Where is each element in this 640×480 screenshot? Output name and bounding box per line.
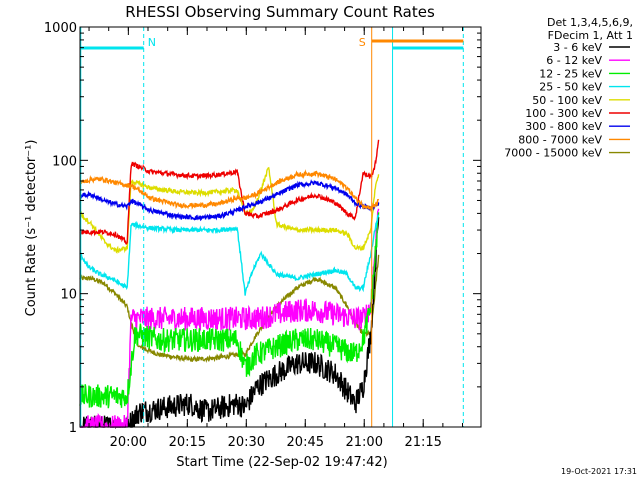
legend-label: 50 - 100 keV	[532, 94, 602, 107]
legend-label: 12 - 25 keV	[539, 67, 602, 80]
footer-timestamp: 19-Oct-2021 17:31	[561, 467, 637, 476]
legend-label: 100 - 300 keV	[525, 107, 602, 120]
x-tick-label: 20:15	[169, 435, 206, 450]
y-tick-label: 1	[69, 421, 77, 436]
legend-label: 800 - 7000 keV	[518, 133, 602, 146]
series-line-1	[79, 208, 380, 428]
x-tick-label: 21:00	[346, 435, 383, 450]
series-line-5	[79, 139, 380, 245]
x-tick-label: 20:30	[228, 435, 265, 450]
x-tick-label: 20:45	[287, 435, 324, 450]
legend-label: 7000 - 15000 keV	[504, 147, 602, 160]
annotation-s: S	[359, 36, 366, 49]
y-tick-label: 10	[60, 288, 77, 303]
series-line-7	[79, 169, 380, 213]
x-axis-label: Start Time (22-Sep-02 19:47:42)	[176, 455, 387, 470]
axes: 1 10 100 1000 20:00 20:15 20:30 20:45 21:00 21:15	[44, 21, 482, 450]
legend-label: 6 - 12 keV	[546, 54, 602, 67]
y-axis-label: Count Rate (s⁻¹ detector⁻¹)	[24, 140, 39, 317]
x-tick-label: 20:00	[110, 435, 147, 450]
annotation-n: N	[148, 36, 156, 49]
plot-frame	[79, 26, 482, 428]
legend-header-line-1: Det 1,3,4,5,6,9,	[547, 16, 633, 29]
legend-label: 3 - 6 keV	[553, 41, 602, 54]
legend-label: 25 - 50 keV	[539, 81, 602, 94]
legend-label: 300 - 800 keV	[525, 120, 602, 133]
y-tick-label: 1000	[44, 21, 77, 36]
series-line-0	[79, 217, 380, 430]
series-line-3	[79, 214, 380, 296]
x-tick-label: 21:15	[404, 435, 441, 450]
chart-title: RHESSI Observing Summary Count Rates	[125, 3, 435, 21]
legend-header-line-2: FDecim 1, Att 1	[548, 29, 633, 42]
series-line-6	[79, 179, 380, 222]
y-tick-label: 100	[52, 154, 77, 169]
series-line-8	[79, 254, 380, 363]
series-line-2	[79, 212, 380, 409]
